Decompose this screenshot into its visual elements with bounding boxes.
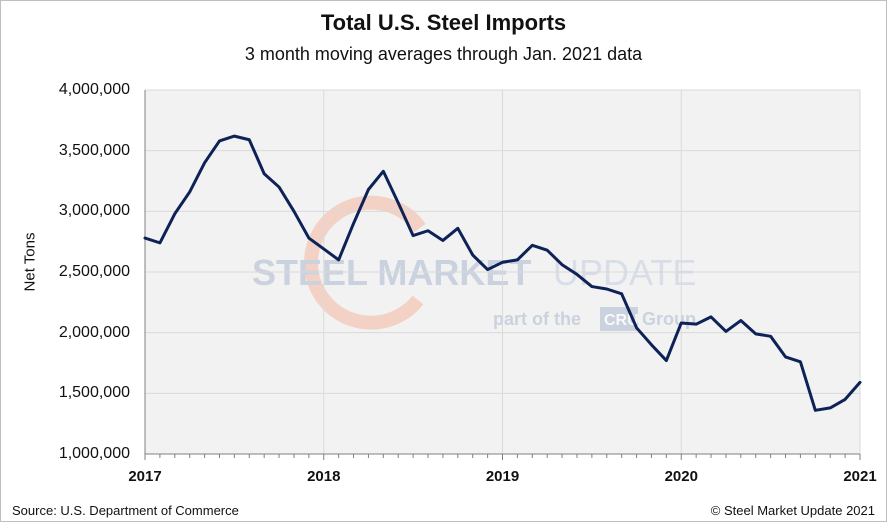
data-point [754,332,757,336]
data-point [456,227,460,230]
data-point [352,222,355,225]
data-point [709,315,713,319]
data-point [143,236,147,240]
watermark-swoosh [304,195,426,330]
data-point [575,273,579,276]
data-point [635,326,638,330]
y-tick-label: 3,500,000 [58,141,130,159]
data-point [680,321,683,325]
data-point [784,355,787,359]
data-point [322,247,325,251]
watermark-tagline-right: Group [642,309,696,329]
data-point [650,343,653,346]
data-point [590,285,594,288]
data-point [739,319,743,322]
data-point [471,253,474,257]
data-point [337,258,340,262]
data-point [501,261,504,264]
data-point [843,398,847,401]
x-tick-label: 2018 [307,468,341,485]
data-point [411,234,415,237]
data-point [367,188,370,191]
data-point [694,322,698,326]
x-tick-label: 2021 [843,468,877,485]
data-point [799,360,802,363]
y-axis-label: Net Tons [21,232,39,292]
x-tick-label: 2020 [664,468,698,485]
data-point [233,134,236,138]
data-point [665,359,668,362]
chart-subtitle: 3 month moving averages through Jan. 202… [244,44,643,64]
data-point [248,138,251,141]
x-tick-label: 2017 [128,468,162,485]
data-point [545,248,549,252]
data-point [531,244,534,247]
data-point [397,201,400,205]
data-point [516,258,519,262]
source-note: Source: U.S. Department of Commerce [12,503,239,518]
data-point [829,406,832,410]
data-point [203,161,206,164]
data-point [292,210,296,213]
data-point [173,212,176,215]
data-point [158,241,162,245]
data-point [218,139,221,143]
data-point [814,409,817,412]
data-point [441,239,445,242]
data-point [560,263,564,266]
y-tick-label: 2,000,000 [58,323,130,341]
data-point [486,268,489,271]
y-tick-label: 3,000,000 [58,202,130,220]
data-point [307,236,311,240]
y-tick-label: 4,000,000 [58,81,130,98]
copyright-note: © Steel Market Update 2021 [710,503,875,518]
y-tick-label: 1,500,000 [58,384,130,402]
data-point [858,381,862,384]
data-point [724,330,728,333]
data-point [188,190,191,194]
data-point [382,170,385,173]
data-point [262,172,266,175]
data-point [769,335,772,338]
chart-title: Total U.S. Steel Imports [320,10,567,35]
data-point [620,292,623,296]
x-tick-label: 2019 [485,468,520,485]
data-point [277,185,281,189]
y-tick-label: 1,000,000 [58,445,130,462]
data-point [426,229,430,232]
watermark-tagline-left: part of the [493,309,581,329]
data-point [605,287,608,291]
y-tick-label: 2,500,000 [58,263,130,280]
